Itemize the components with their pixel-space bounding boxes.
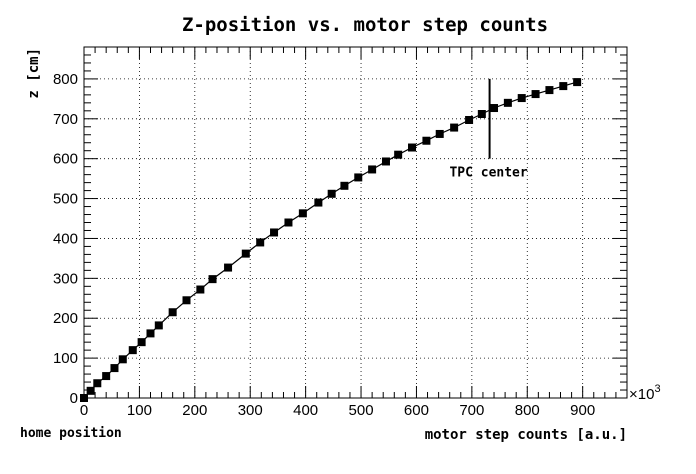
- data-point: [545, 86, 554, 95]
- x-tick-label: 500: [349, 402, 374, 419]
- data-point: [340, 181, 349, 190]
- data-point: [559, 82, 568, 91]
- data-point: [102, 372, 111, 381]
- data-point: [422, 136, 431, 145]
- data-point: [146, 329, 155, 338]
- data-point: [298, 209, 307, 218]
- data-point: [224, 263, 233, 272]
- data-point: [86, 386, 95, 395]
- data-point: [394, 150, 403, 159]
- data-point: [182, 296, 191, 305]
- x-axis-title: motor step counts [a.u.]: [425, 427, 627, 443]
- home-position-label: home position: [20, 426, 122, 441]
- y-tick-label: 100: [53, 350, 78, 367]
- data-point: [465, 115, 474, 124]
- series-line: [83, 81, 578, 399]
- y-tick-label: 0: [70, 390, 78, 407]
- data-point: [93, 379, 102, 388]
- data-point: [208, 275, 217, 284]
- y-tick-label: 800: [53, 71, 78, 88]
- x-axis-multiplier-exponent: 3: [654, 383, 660, 395]
- data-points: [80, 78, 582, 402]
- data-point: [408, 143, 417, 152]
- data-point: [137, 338, 146, 347]
- y-tick-labels: 0 100 200 300 400 500 600 700 800: [53, 71, 78, 407]
- data-point: [270, 228, 279, 237]
- x-tick-label: 600: [404, 402, 429, 419]
- y-axis-title: z [cm]: [26, 48, 42, 99]
- data-point: [450, 123, 459, 132]
- data-point: [503, 98, 512, 107]
- x-tick-label: 100: [127, 402, 152, 419]
- chart-title: Z-position vs. motor step counts: [182, 14, 548, 36]
- x-tick-label: 800: [515, 402, 540, 419]
- data-point: [435, 129, 444, 138]
- x-axis-multiplier-base: ×10: [629, 386, 654, 403]
- data-point: [368, 165, 377, 174]
- data-point: [80, 394, 88, 402]
- data-point: [531, 90, 540, 99]
- data-point: [477, 110, 486, 119]
- y-tick-label: 300: [53, 270, 78, 287]
- y-tick-label: 500: [53, 191, 78, 208]
- data-point: [490, 104, 499, 113]
- tpc-center-label: TPC center: [449, 166, 527, 181]
- data-point: [284, 218, 293, 227]
- y-tick-label: 400: [53, 230, 78, 247]
- x-tick-labels: 0 100 200 300 400 500 600 700 800 900: [80, 402, 595, 419]
- data-point: [110, 364, 119, 373]
- x-tick-label: 700: [459, 402, 484, 419]
- data-point: [381, 157, 390, 166]
- x-tick-label: 400: [293, 402, 318, 419]
- data-point: [241, 249, 250, 258]
- axis-ticks: [83, 46, 628, 399]
- data-point: [517, 94, 526, 103]
- x-tick-label: 0: [80, 402, 88, 419]
- x-tick-label: 900: [570, 402, 595, 419]
- y-tick-label: 700: [53, 111, 78, 128]
- x-axis-multiplier: ×103: [629, 383, 661, 403]
- data-point: [256, 238, 265, 247]
- x-tick-label: 300: [238, 402, 263, 419]
- y-tick-label: 600: [53, 151, 78, 168]
- data-point: [118, 355, 127, 364]
- data-point: [196, 285, 205, 294]
- data-point: [168, 308, 177, 317]
- x-tick-label: 200: [182, 402, 207, 419]
- data-point: [354, 173, 363, 182]
- y-tick-label: 200: [53, 310, 78, 327]
- data-point: [327, 189, 336, 198]
- data-point: [128, 346, 137, 355]
- data-point: [573, 78, 582, 87]
- data-point: [154, 321, 163, 330]
- data-point: [314, 198, 323, 207]
